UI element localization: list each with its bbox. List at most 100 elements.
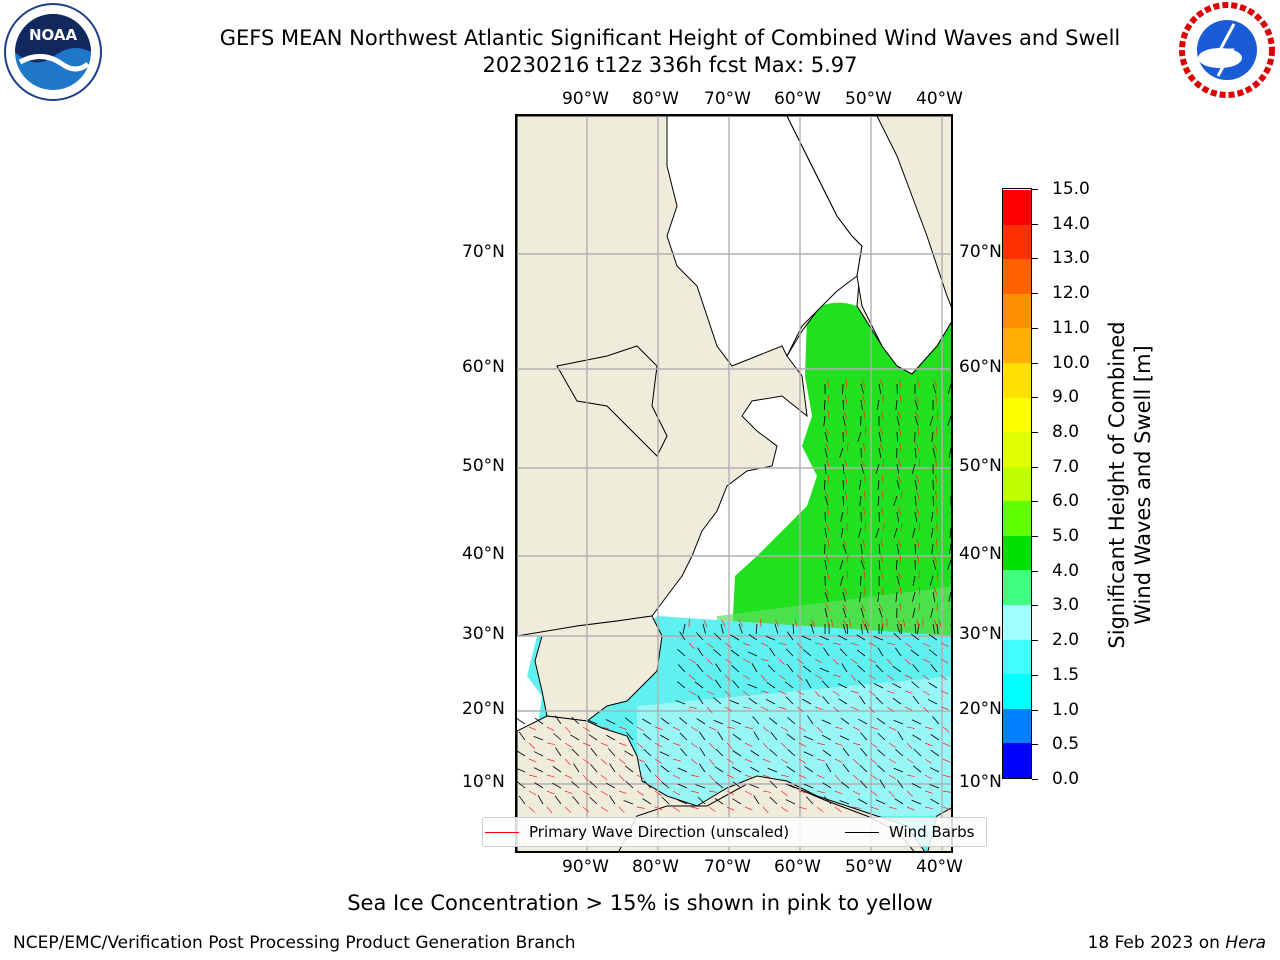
wave-direction-arrow <box>780 790 788 796</box>
legend-swatch-black <box>845 832 879 833</box>
wave-direction-arrow <box>796 642 803 649</box>
wind-barb <box>864 623 869 634</box>
colorbar-tick-label: 12.0 <box>1052 283 1090 304</box>
wave-direction-arrow <box>528 726 537 731</box>
wave-direction-arrow <box>827 395 830 404</box>
lat-tick-right: 50°N <box>959 456 1002 476</box>
wave-direction-arrow <box>898 427 902 436</box>
wind-barb <box>824 463 827 474</box>
wind-barb <box>896 623 901 634</box>
wave-direction-arrow <box>938 619 942 628</box>
wave-direction-arrow <box>897 411 902 420</box>
wave-direction-arrow <box>672 806 680 812</box>
wind-barb <box>824 527 827 538</box>
wind-barb <box>914 447 917 458</box>
wave-direction-arrow <box>916 443 920 452</box>
wave-direction-arrow <box>726 774 735 779</box>
colorbar-segment <box>1003 362 1031 398</box>
wind-barb <box>910 633 920 641</box>
wind-barb <box>947 559 951 570</box>
wind-barb <box>696 663 704 673</box>
wind-barb <box>893 632 902 641</box>
colorbar-segment <box>1003 673 1031 709</box>
colorbar-tick-mark <box>1032 397 1038 399</box>
wave-direction-arrow <box>832 658 839 666</box>
wave-direction-arrow <box>933 587 938 596</box>
legend-label: Primary Wave Direction (unscaled) <box>529 823 790 841</box>
wave-direction-arrow <box>899 603 902 612</box>
wave-direction-arrow <box>636 742 644 749</box>
wave-direction-arrow <box>904 642 912 648</box>
wind-barb <box>785 696 794 705</box>
wave-direction-arrow <box>924 758 932 764</box>
wind-barb <box>823 647 830 657</box>
wind-barb <box>605 719 616 725</box>
wave-direction-arrow <box>654 758 662 764</box>
colorbar-segment <box>1003 466 1031 502</box>
wave-direction-arrow <box>934 491 938 500</box>
wind-barb <box>767 664 776 673</box>
wave-direction-arrow <box>778 690 787 695</box>
wind-barb <box>750 750 760 757</box>
wind-barb <box>572 796 580 805</box>
wave-direction-arrow <box>882 459 885 468</box>
wave-direction-arrow <box>861 459 866 468</box>
wave-direction-arrow <box>844 395 848 404</box>
wave-direction-arrow <box>827 619 830 628</box>
wind-barb <box>860 732 868 741</box>
wave-direction-arrow <box>528 774 537 778</box>
wind-barb <box>858 718 868 725</box>
wave-direction-arrow <box>933 555 938 564</box>
colorbar-tick-mark <box>1032 431 1038 433</box>
wave-direction-arrow <box>870 790 878 797</box>
wave-direction-arrow <box>880 555 884 564</box>
wind-barb <box>819 635 830 641</box>
wave-direction-arrow <box>814 674 823 680</box>
wind-barb <box>824 607 828 618</box>
wave-direction-arrow <box>845 379 848 388</box>
wave-direction-arrow <box>863 571 866 580</box>
lat-tick-right: 20°N <box>959 699 1002 719</box>
lon-tick-top: 40°W <box>916 89 963 109</box>
wave-direction-arrow <box>600 742 609 747</box>
wave-direction-arrow <box>528 758 537 763</box>
wind-barb <box>859 575 862 587</box>
wave-direction-arrow <box>940 674 948 681</box>
wave-direction-arrow <box>870 806 879 811</box>
wave-direction-arrow <box>918 522 920 532</box>
lat-tick-right: 30°N <box>959 624 1002 644</box>
wave-direction-arrow <box>780 758 788 764</box>
wave-direction-arrow <box>942 806 951 811</box>
wave-direction-arrow <box>706 642 714 649</box>
wave-direction-arrow <box>942 742 951 747</box>
wave-direction-arrow <box>900 523 903 532</box>
wind-barb <box>765 635 776 641</box>
wind-barb <box>625 780 634 789</box>
wave-direction-arrow <box>816 806 824 813</box>
wave-direction-arrow <box>742 706 751 709</box>
wave-direction-arrow <box>618 742 627 746</box>
wave-direction-arrow <box>924 774 933 780</box>
wave-direction-arrow <box>832 706 840 713</box>
wind-barb <box>910 649 920 657</box>
wind-barb <box>947 383 951 394</box>
wave-direction-arrow <box>861 603 866 612</box>
wind-barb <box>839 800 850 805</box>
wave-direction-arrow <box>744 726 753 730</box>
wave-direction-arrow <box>952 508 953 515</box>
wave-direction-arrow <box>744 806 753 811</box>
wind-barb <box>752 716 760 725</box>
wind-barb <box>661 796 670 805</box>
colorbar-tick-label: 14.0 <box>1052 213 1090 234</box>
lon-tick-bottom: 90°W <box>562 857 609 877</box>
wind-barb <box>823 415 826 426</box>
wind-barb <box>609 763 616 773</box>
wind-barb <box>877 479 880 490</box>
wave-direction-arrow <box>922 658 931 663</box>
wave-direction-arrow <box>906 806 915 811</box>
wind-barb <box>860 748 868 757</box>
noaa-logo: NOAA <box>2 2 104 102</box>
wind-barb <box>787 716 796 725</box>
wave-direction-arrow <box>528 806 536 813</box>
wind-barb <box>786 733 796 741</box>
